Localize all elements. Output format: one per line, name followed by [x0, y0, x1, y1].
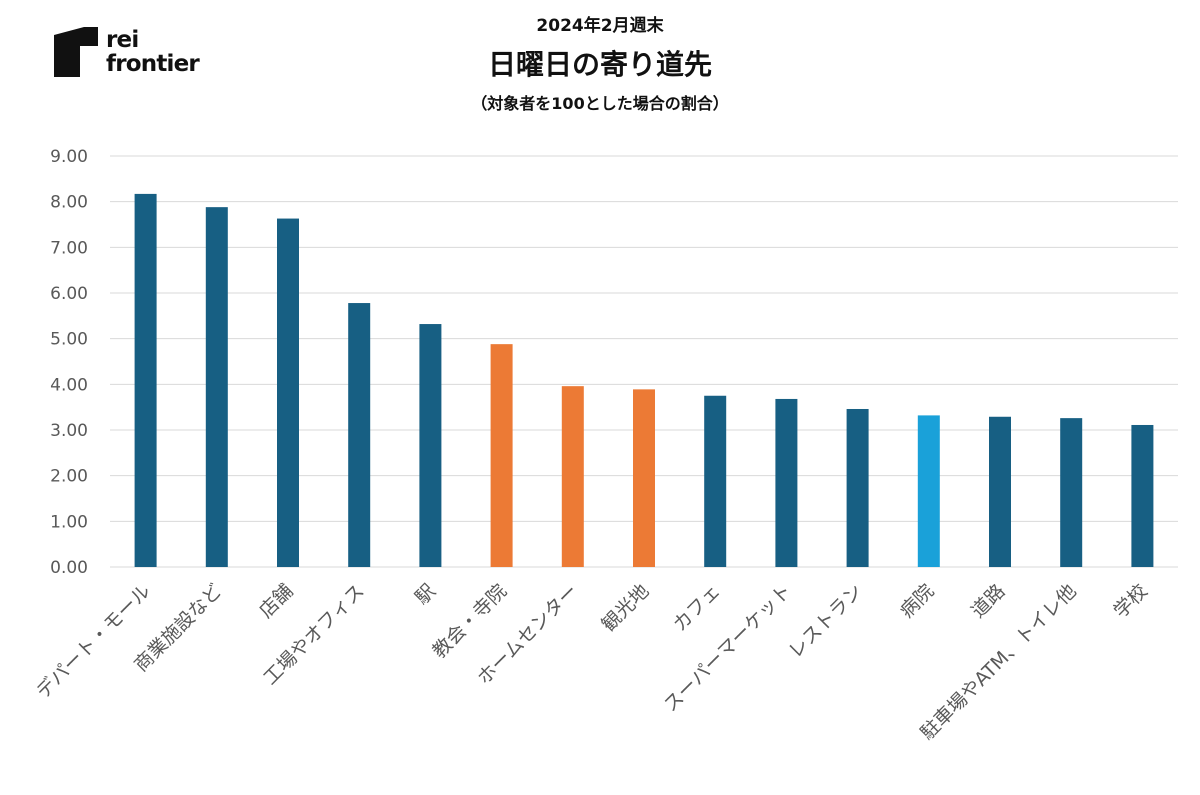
y-axis: 0.00 1.00 2.00 3.00 4.00 5.00 6.00 7.00 8.00 9.00 [50, 147, 88, 578]
y-tick-label: 7.00 [50, 238, 88, 258]
x-tick-label: スーパーマーケット [660, 580, 796, 716]
x-tick-label: カフェ [669, 580, 725, 636]
bar [348, 303, 371, 567]
y-tick-label: 4.00 [50, 375, 88, 395]
bar [989, 416, 1011, 567]
bar [134, 193, 157, 567]
bar [1060, 418, 1083, 567]
chart-title: 日曜日の寄り道先 [487, 48, 712, 81]
x-tick-label: 観光地 [598, 580, 654, 636]
chart-subtitle-top: 2024年2月週末 [536, 16, 664, 36]
y-tick-label: 5.00 [50, 330, 88, 350]
chart-note: （対象者を100とした場合の割合） [471, 94, 729, 113]
bar [205, 207, 228, 567]
bar [846, 408, 869, 567]
y-tick-label: 3.00 [50, 421, 88, 441]
y-tick-label: 6.00 [50, 284, 88, 304]
bar [704, 395, 727, 567]
x-tick-label: 店舗 [255, 580, 297, 622]
bar [277, 218, 299, 567]
x-tick-label: 駅 [411, 580, 440, 609]
bar [490, 344, 513, 567]
bar [917, 415, 940, 567]
y-tick-label: 0.00 [50, 558, 88, 578]
x-tick-label: レストラン [784, 580, 867, 663]
y-tick-label: 2.00 [50, 467, 88, 487]
bar [561, 386, 584, 567]
x-axis: デパート・モール商業施設など 店舗工場やオフィス 駅教会・寺院ホームセンター 観光地カ… [32, 580, 1152, 744]
x-tick-label: 道路 [967, 580, 1009, 622]
y-tick-label: 1.00 [50, 512, 88, 532]
bar [419, 324, 442, 567]
bars [134, 193, 1154, 567]
x-tick-label: 学校 [1109, 580, 1151, 622]
x-tick-label: デパート・モール [32, 580, 155, 703]
brand-logo: rei frontier [54, 26, 200, 78]
brand-line1: rei [106, 27, 139, 53]
brand-mark-icon [54, 27, 98, 77]
brand-line2: frontier [106, 51, 200, 77]
x-tick-label: 病院 [896, 580, 938, 622]
bar [633, 389, 655, 567]
brand-wordmark: rei frontier [106, 27, 200, 77]
bar [1131, 424, 1154, 567]
y-tick-label: 9.00 [50, 147, 88, 167]
bar [775, 398, 798, 567]
y-tick-label: 8.00 [50, 193, 88, 213]
